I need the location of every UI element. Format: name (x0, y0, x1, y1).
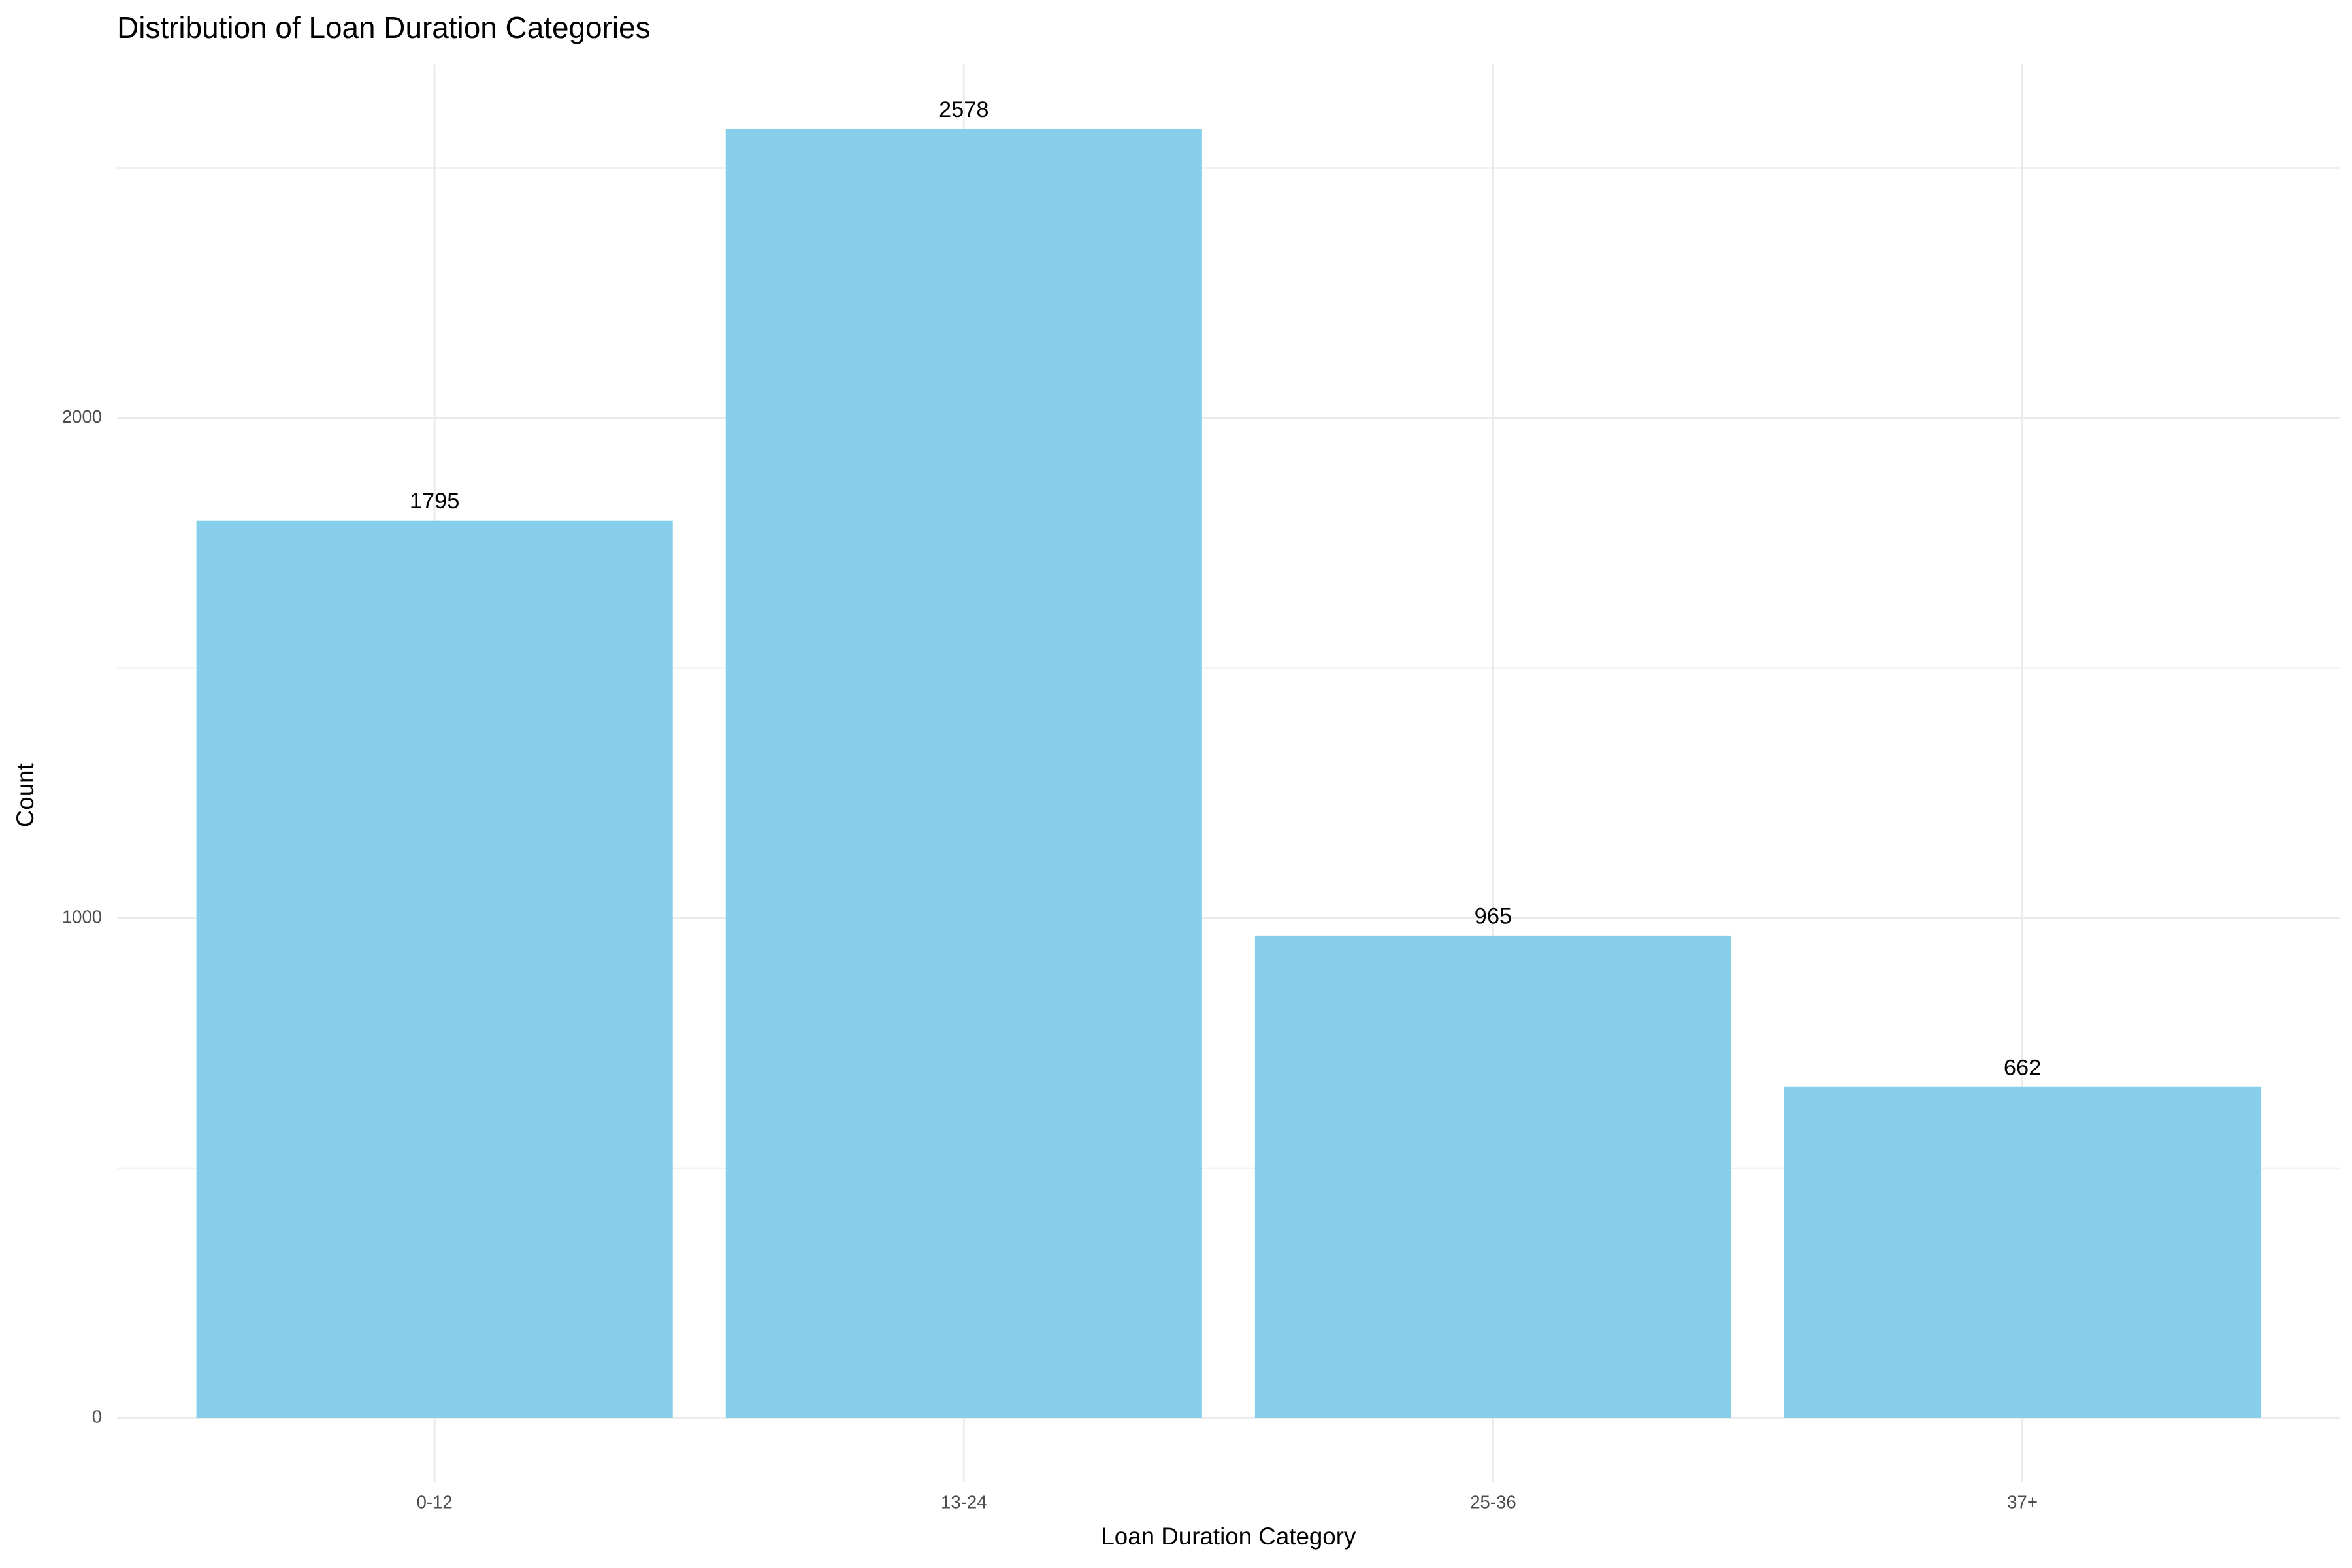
x-tick-label: 0-12 (417, 1492, 453, 1512)
chart-title: Distribution of Loan Duration Categories (117, 10, 650, 44)
x-tick-label: 37+ (2007, 1492, 2038, 1512)
value-label: 1795 (410, 489, 460, 514)
x-tick-label: 25-36 (1470, 1492, 1516, 1512)
bar (1254, 935, 1731, 1418)
y-tick-label: 1000 (62, 906, 102, 926)
bar (196, 520, 673, 1418)
value-label: 965 (1475, 904, 1512, 928)
value-label: 662 (2004, 1055, 2041, 1080)
bar (1784, 1086, 2261, 1418)
y-tick-label: 2000 (62, 406, 102, 427)
bar (725, 129, 1202, 1418)
y-tick-label: 0 (92, 1407, 102, 1427)
value-label: 2578 (939, 97, 989, 122)
x-axis-title: Loan Duration Category (1101, 1523, 1356, 1550)
x-tick-label: 13-24 (941, 1492, 987, 1512)
y-axis-title: Count (12, 763, 39, 827)
